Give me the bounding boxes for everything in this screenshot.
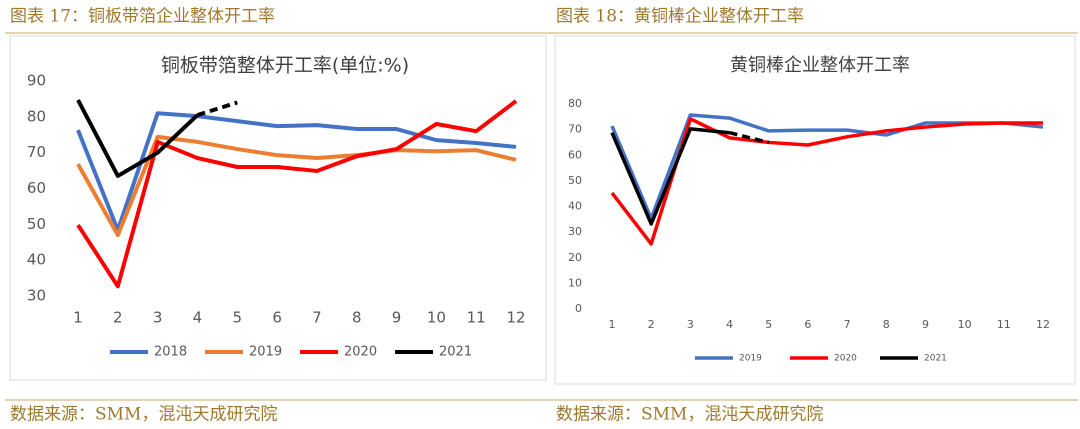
x-tick-label: 9: [392, 309, 402, 327]
source: 数据来源：SMM，混沌天成研究院: [10, 405, 277, 425]
x-tick-label: 1: [609, 318, 616, 331]
legend-label: 2021: [439, 345, 472, 360]
y-tick-label: 70: [568, 123, 582, 136]
series-line: [76, 99, 199, 178]
legend-label: 2019: [739, 354, 762, 364]
series-line: [610, 127, 730, 226]
x-tick-label: 2: [113, 309, 123, 327]
series-line: [729, 131, 770, 145]
x-tick-label: 3: [687, 318, 694, 331]
x-tick-label: 8: [352, 309, 362, 327]
x-tick-label: 7: [844, 318, 851, 331]
chart-title: 铜板带箔整体开工率(单位:%): [161, 55, 409, 77]
y-tick-label: 40: [568, 200, 582, 213]
x-tick-label: 5: [232, 309, 242, 327]
y-tick-label: 0: [575, 302, 582, 315]
chart-frame: [554, 35, 1076, 385]
x-tick-label: 12: [506, 309, 525, 327]
x-tick-label: 3: [153, 309, 163, 327]
x-tick-label: 5: [765, 318, 772, 331]
y-tick-label: 60: [27, 179, 46, 197]
x-tick-label: 1: [73, 309, 83, 327]
legend-label: 2021: [924, 354, 947, 364]
x-tick-label: 9: [922, 318, 929, 331]
y-tick-label: 10: [568, 276, 582, 289]
x-tick-label: 2: [648, 318, 655, 331]
y-tick-label: 80: [27, 107, 46, 125]
x-tick-label: 4: [193, 309, 203, 327]
chart-frame: [9, 35, 547, 381]
y-tick-label: 30: [568, 225, 582, 238]
x-tick-label: 7: [312, 309, 322, 327]
caption: 图表 18：黄铜棒企业整体开工率: [556, 7, 804, 27]
x-tick-label: 11: [467, 309, 486, 327]
chart-title: 黄铜棒企业整体开工率: [730, 55, 910, 76]
y-tick-label: 50: [27, 215, 46, 233]
x-tick-label: 6: [272, 309, 282, 327]
x-tick-label: 11: [997, 318, 1011, 331]
y-tick-label: 50: [568, 174, 582, 187]
legend-label: 2020: [344, 345, 377, 360]
x-tick-label: 6: [804, 318, 811, 331]
y-tick-label: 30: [27, 287, 46, 305]
source: 数据来源：SMM，混沌天成研究院: [556, 405, 823, 425]
x-tick-label: 12: [1036, 318, 1050, 331]
y-tick-label: 80: [568, 97, 582, 110]
y-tick-label: 20: [568, 251, 582, 264]
x-tick-label: 4: [726, 318, 733, 331]
y-tick-label: 70: [27, 143, 46, 161]
y-tick-label: 40: [27, 251, 46, 269]
series-line: [610, 117, 1043, 246]
series-line: [196, 100, 238, 117]
x-tick-label: 8: [883, 318, 890, 331]
x-tick-label: 10: [427, 309, 446, 327]
caption: 图表 17：铜板带箔企业整体开工率: [10, 7, 275, 27]
series-line: [76, 99, 518, 289]
series-line: [76, 134, 517, 238]
legend-label: 2019: [249, 345, 282, 360]
x-tick-label: 10: [958, 318, 972, 331]
legend-label: 2018: [154, 345, 187, 360]
series-line: [76, 111, 517, 233]
y-tick-label: 90: [27, 72, 46, 90]
legend-label: 2020: [834, 354, 857, 364]
y-tick-label: 60: [568, 148, 582, 161]
